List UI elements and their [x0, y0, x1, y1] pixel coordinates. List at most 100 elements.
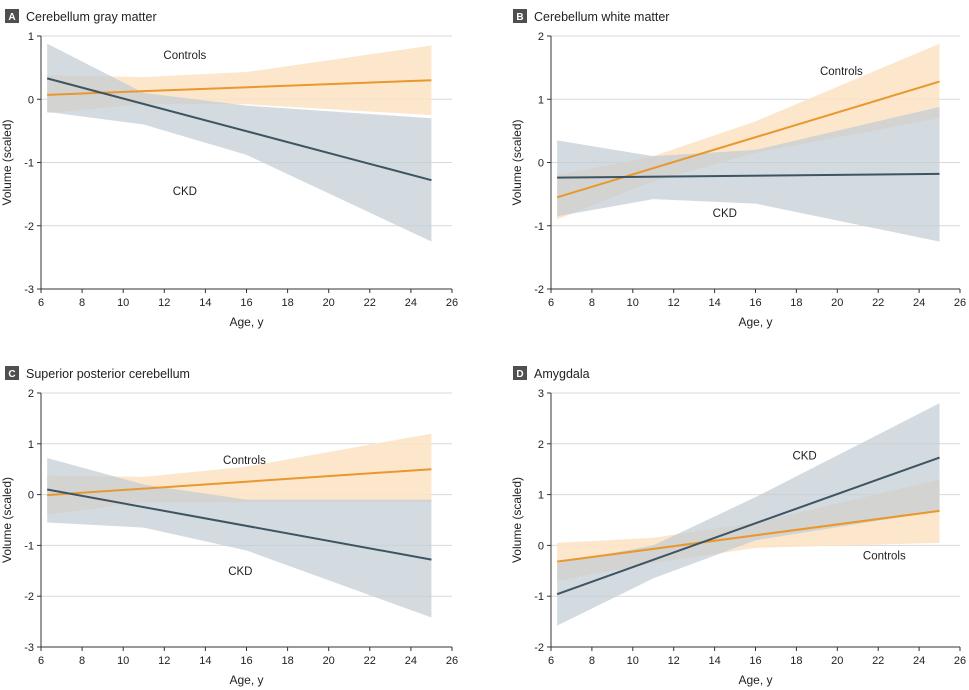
x-tick-label: 14 — [708, 655, 720, 667]
panel-title: Amygdala — [534, 367, 590, 381]
y-tick-label: 0 — [28, 490, 34, 502]
x-tick-label: 26 — [446, 655, 458, 667]
y-tick-label: -1 — [534, 221, 544, 233]
x-tick-label: 24 — [405, 297, 417, 309]
x-tick-label: 22 — [872, 297, 884, 309]
controls-trend-line — [557, 509, 940, 563]
x-tick-label: 12 — [158, 297, 170, 309]
x-tick-label: 12 — [668, 297, 680, 309]
x-tick-label: 6 — [38, 655, 44, 667]
y-tick-label: 1 — [538, 490, 544, 502]
ckd-series-label: CKD — [792, 450, 816, 462]
x-axis-label: Age, y — [738, 315, 772, 329]
x-axis-label: Age, y — [738, 673, 772, 687]
panel-letter: C — [8, 369, 15, 380]
x-tick-label: 6 — [38, 297, 44, 309]
y-tick-label: 0 — [538, 158, 544, 170]
y-tick-label: -2 — [534, 284, 544, 296]
y-tick-label: 1 — [538, 94, 544, 106]
y-tick-label: -2 — [24, 221, 34, 233]
x-tick-label: 14 — [199, 297, 211, 309]
panel-c: C Superior posterior cerebellum-3-2-10126… — [0, 366, 458, 687]
y-tick-label: 1 — [28, 439, 34, 451]
x-tick-label: 10 — [117, 655, 129, 667]
x-axis-label: Age, y — [229, 673, 263, 687]
x-tick-label: 26 — [954, 655, 966, 667]
panel-title: Cerebellum white matter — [534, 10, 669, 24]
x-tick-label: 24 — [405, 655, 417, 667]
x-tick-label: 18 — [790, 297, 802, 309]
y-tick-label: 0 — [538, 540, 544, 552]
y-tick-label: 2 — [28, 388, 34, 400]
x-tick-label: 16 — [749, 655, 761, 667]
x-tick-label: 14 — [199, 655, 211, 667]
x-tick-label: 20 — [831, 297, 843, 309]
x-tick-label: 16 — [749, 297, 761, 309]
ckd-trend-line — [557, 172, 940, 179]
y-tick-label: 3 — [538, 388, 544, 400]
y-tick-label: -3 — [24, 642, 34, 654]
ckd-trend-line — [46, 77, 432, 182]
ckd-trend-line — [46, 488, 432, 561]
panel-letter-box — [513, 9, 527, 23]
x-axis-label: Age, y — [229, 315, 263, 329]
x-tick-label: 18 — [281, 655, 293, 667]
y-axis-label: Volume (scaled) — [0, 119, 14, 205]
x-tick-label: 22 — [364, 297, 376, 309]
controls-series-label: Controls — [863, 551, 906, 563]
x-tick-label: 22 — [872, 655, 884, 667]
panel-letter: B — [516, 12, 523, 23]
x-tick-label: 12 — [668, 655, 680, 667]
y-tick-label: 1 — [28, 31, 34, 43]
y-axis-label: Volume (scaled) — [510, 119, 524, 205]
x-tick-label: 20 — [323, 655, 335, 667]
x-tick-label: 14 — [708, 297, 720, 309]
x-tick-label: 18 — [281, 297, 293, 309]
x-tick-label: 8 — [589, 655, 595, 667]
panel-title: Cerebellum gray matter — [26, 10, 157, 24]
x-tick-label: 8 — [79, 655, 85, 667]
x-tick-label: 24 — [913, 297, 925, 309]
y-axis-label: Volume (scaled) — [510, 477, 524, 563]
ckd-confidence-band — [557, 106, 940, 242]
x-tick-label: 10 — [627, 655, 639, 667]
y-tick-label: 2 — [538, 31, 544, 43]
ckd-trend-line — [556, 456, 940, 596]
panel-letter-box — [513, 366, 527, 380]
x-tick-label: 22 — [364, 655, 376, 667]
x-tick-label: 8 — [589, 297, 595, 309]
panel-letter-box — [5, 9, 19, 23]
ckd-series-label: CKD — [713, 208, 737, 220]
y-tick-label: -3 — [24, 284, 34, 296]
x-tick-label: 24 — [913, 655, 925, 667]
ckd-series-label: CKD — [173, 186, 197, 198]
y-tick-label: 0 — [28, 94, 34, 106]
y-tick-label: -1 — [24, 158, 34, 170]
x-tick-label: 10 — [117, 297, 129, 309]
y-tick-label: 2 — [538, 439, 544, 451]
x-tick-label: 16 — [240, 297, 252, 309]
x-tick-label: 12 — [158, 655, 170, 667]
controls-series-label: Controls — [223, 455, 266, 467]
x-tick-label: 26 — [446, 297, 458, 309]
controls-series-label: Controls — [820, 66, 863, 78]
panel-letter: D — [516, 369, 523, 380]
controls-trend-line — [47, 468, 432, 497]
panel-letter: A — [8, 12, 15, 23]
y-axis-label: Volume (scaled) — [0, 477, 14, 563]
x-tick-label: 18 — [790, 655, 802, 667]
x-tick-label: 10 — [627, 297, 639, 309]
x-tick-label: 26 — [954, 297, 966, 309]
ckd-confidence-band — [47, 458, 432, 618]
controls-series-label: Controls — [163, 50, 206, 62]
y-tick-label: -2 — [534, 642, 544, 654]
panel-letter-box — [5, 366, 19, 380]
y-tick-label: -1 — [534, 591, 544, 603]
x-tick-label: 20 — [831, 655, 843, 667]
controls-trend-line — [47, 79, 432, 96]
x-tick-label: 8 — [79, 297, 85, 309]
x-tick-label: 6 — [548, 297, 554, 309]
